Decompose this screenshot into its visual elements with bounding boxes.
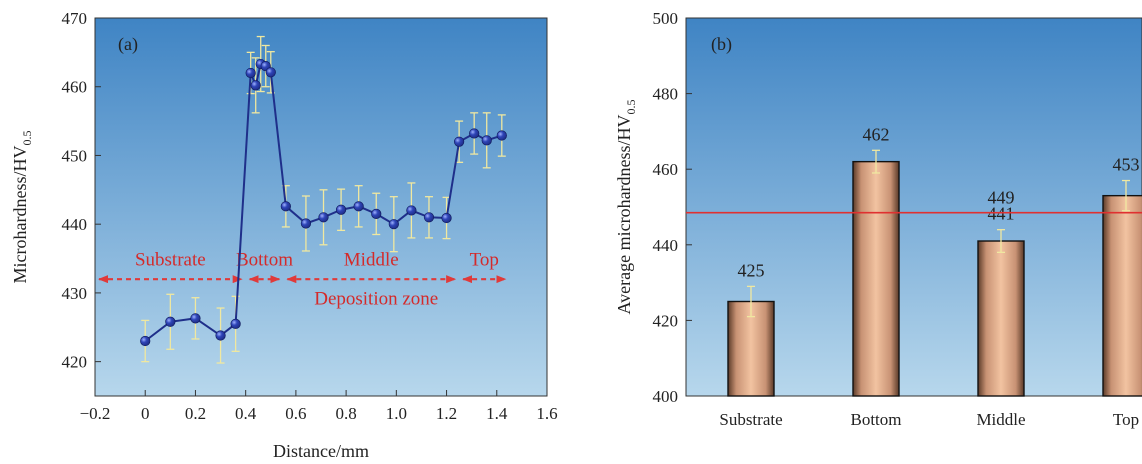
chart-b-ytick-label: 500 (653, 9, 679, 28)
chart-b-ytick-label: 400 (653, 387, 679, 406)
chart-a-xlabel: Distance/mm (273, 441, 369, 461)
data-point (250, 80, 261, 91)
data-point (371, 208, 382, 219)
data-point (165, 316, 176, 327)
chart-b-ytick-label: 420 (653, 311, 679, 330)
zone-label: Bottom (236, 249, 293, 270)
data-point (353, 201, 364, 212)
data-point (454, 136, 465, 147)
chart-a-xtick-label: 0.8 (335, 404, 356, 423)
chart-a-ylabel: Microhardness/HV0.5 (10, 131, 34, 284)
chart-b-bars: 425 Substrate 462 Bottom 441 Middle 453 Top 449 (686, 124, 1142, 429)
chart-a-panel-tag: (a) (118, 34, 138, 55)
chart-a-ylabel-sub: 0.5 (20, 131, 34, 146)
chart-a-xtick-label: 0.4 (235, 404, 257, 423)
bar (1102, 194, 1142, 397)
chart-a: −0.2 0 0.2 0.4 0.6 0.8 1.0 1.2 1.4 1.6 420 430 440 45… (10, 9, 558, 461)
chart-a-ytick-label: 440 (62, 215, 88, 234)
data-point (318, 212, 329, 223)
data-point (496, 130, 507, 141)
bar-error-bar (1122, 179, 1130, 212)
data-point (190, 313, 201, 324)
chart-b-ytick-label: 480 (653, 85, 679, 104)
data-point (469, 128, 480, 139)
zone-label: Middle (344, 249, 399, 270)
chart-a-series (140, 35, 507, 364)
chart-b: 400 420 440 460 480 500 425 Substrate 462 Bottom… (614, 9, 1142, 429)
data-point (245, 67, 256, 79)
bar-value-label: 425 (738, 260, 765, 280)
chart-b-category-label: Bottom (850, 410, 901, 429)
chart-b-category-label: Top (1113, 410, 1139, 429)
chart-b-ylabel: Average microhardness/HV0.5 (614, 99, 638, 314)
chart-a-ytick-label: 470 (62, 9, 88, 28)
deposition-zone-label: Deposition zone (314, 289, 438, 310)
data-point (481, 135, 492, 146)
chart-a-ytick-label: 460 (62, 78, 88, 97)
average-label: 449 (988, 188, 1015, 208)
data-point (230, 318, 241, 329)
chart-a-ytick-label: 430 (62, 284, 88, 303)
chart-b-ytick-label: 460 (653, 160, 679, 179)
bar (852, 160, 900, 397)
chart-a-ytick-label: 420 (62, 353, 88, 372)
chart-b-ticks: 400 420 440 460 480 500 (653, 9, 692, 406)
chart-b-category-label: Substrate (719, 410, 782, 429)
bar-error-bar (747, 285, 755, 318)
bar (977, 240, 1025, 397)
chart-a-xtick-label: 1.6 (536, 404, 557, 423)
chart-b-panel-tag: (b) (711, 34, 732, 55)
data-point (441, 212, 452, 224)
data-point (406, 205, 417, 216)
data-point (335, 204, 347, 215)
chart-a-xtick-label: 0.2 (185, 404, 206, 423)
data-point (140, 335, 151, 347)
bar-error-bar (872, 149, 880, 174)
chart-a-xtick-label: 0.6 (285, 404, 306, 423)
chart-a-xtick-label: −0.2 (80, 404, 111, 423)
chart-a-ytick-label: 450 (62, 146, 88, 165)
chart-a-plot-area (94, 17, 548, 397)
data-point (300, 218, 312, 229)
bar-value-label: 453 (1113, 155, 1140, 175)
zone-label: Top (470, 249, 499, 270)
chart-a-ticks: −0.2 0 0.2 0.4 0.6 0.8 1.0 1.2 1.4 1.6 420 430 440 45… (62, 9, 558, 423)
chart-a-xtick-label: 1.0 (386, 404, 407, 423)
data-point (423, 212, 435, 223)
data-point (265, 67, 276, 78)
chart-b-ytick-label: 440 (653, 236, 679, 255)
bar-error-bar (997, 229, 1005, 254)
chart-b-ylabel-sub: 0.5 (624, 99, 638, 114)
bar-value-label: 462 (863, 124, 890, 144)
bar-value-label: 441 (988, 204, 1015, 224)
data-point (215, 330, 226, 341)
chart-a-zones: Substrate Bottom Middle Top Deposition zone (98, 249, 507, 310)
data-point (280, 201, 291, 212)
chart-a-xtick-label: 1.2 (436, 404, 457, 423)
chart-a-xtick-label: 0 (141, 404, 150, 423)
chart-b-category-label: Middle (976, 410, 1025, 429)
chart-a-xtick-label: 1.4 (486, 404, 508, 423)
zone-label: Substrate (135, 249, 206, 270)
data-point (388, 219, 399, 230)
